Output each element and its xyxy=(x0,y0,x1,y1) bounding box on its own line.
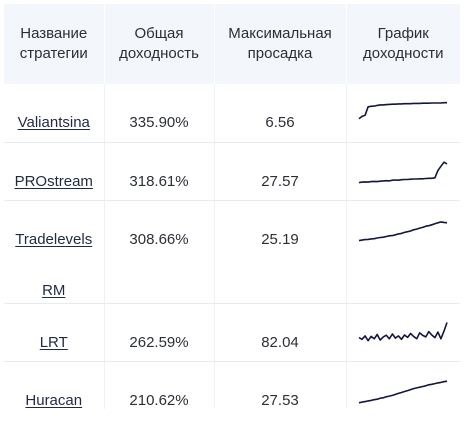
table-header-row: Название стратегии Общая доходность Макс… xyxy=(4,4,460,84)
header-return-chart-line1: График xyxy=(377,25,429,42)
strategy-link-lrt[interactable]: LRT xyxy=(39,334,68,351)
cell-strategy-name: Tradelevels RM xyxy=(4,200,105,304)
cell-max-drawdown: 27.57 xyxy=(214,142,347,201)
strategy-link-valiantsina[interactable]: Valiantsina xyxy=(17,114,90,131)
cell-total-return: 262.59% xyxy=(104,303,215,362)
cell-return-chart xyxy=(346,142,460,201)
total-return-value: 210.62% xyxy=(129,392,189,409)
sparkline-series xyxy=(359,161,448,184)
total-return-value: 335.90% xyxy=(129,114,189,131)
table-row: LRT 262.59% 82.04 xyxy=(4,303,460,362)
sparkline-chart xyxy=(358,101,448,120)
header-total-return-line2: доходность xyxy=(119,45,199,62)
sparkline-chart xyxy=(358,322,449,342)
max-drawdown-value: 6.56 xyxy=(265,114,295,131)
sparkline-series xyxy=(358,101,448,120)
cell-strategy-name: Valiantsina xyxy=(4,84,105,143)
total-return-value: 318.61% xyxy=(129,173,189,190)
header-total-return-line1: Общая xyxy=(134,25,184,42)
strategy-link-huracan[interactable]: Huracan xyxy=(25,392,83,409)
cell-strategy-name: Huracan xyxy=(4,361,105,409)
cell-max-drawdown: 82.04 xyxy=(214,303,347,362)
header-return-chart-line2: доходности xyxy=(363,45,444,62)
header-max-drawdown: Максимальная просадка xyxy=(214,4,347,84)
header-total-return: Общая доходность xyxy=(104,4,215,84)
cell-total-return: 210.62% xyxy=(104,361,215,409)
cell-return-chart xyxy=(346,84,460,143)
cell-max-drawdown: 25.19 xyxy=(214,200,347,304)
strategies-table-container: Название стратегии Общая доходность Макс… xyxy=(4,4,460,409)
header-max-drawdown-line1: Максимальная xyxy=(228,25,332,42)
cell-strategy-name: PROstream xyxy=(4,142,105,201)
table-row: Huracan 210.62% 27.53 xyxy=(4,361,460,409)
table-row: Valiantsina 335.90% 6.56 xyxy=(4,84,460,143)
sparkline-series xyxy=(359,221,448,242)
cell-return-chart xyxy=(346,200,460,304)
table-row: PROstream 318.61% 27.57 xyxy=(4,142,460,201)
max-drawdown-value: 82.04 xyxy=(261,334,299,351)
cell-strategy-name: LRT xyxy=(4,303,105,362)
cell-max-drawdown: 27.53 xyxy=(214,361,347,409)
total-return-value: 308.66% xyxy=(129,231,189,248)
cell-total-return: 318.61% xyxy=(104,142,215,201)
strategy-name-line2: RM xyxy=(42,282,66,299)
max-drawdown-value: 27.53 xyxy=(261,392,299,409)
strategies-table: Название стратегии Общая доходность Макс… xyxy=(4,4,460,409)
sparkline-chart xyxy=(359,380,448,404)
table-row: Tradelevels RM 308.66% 25.19 xyxy=(4,200,460,304)
max-drawdown-value: 27.57 xyxy=(261,173,299,190)
cell-max-drawdown: 6.56 xyxy=(214,84,347,143)
sparkline-chart xyxy=(359,221,448,242)
cell-total-return: 335.90% xyxy=(104,84,215,143)
cell-total-return: 308.66% xyxy=(104,200,215,304)
strategy-name-line1: Tradelevels xyxy=(15,231,93,248)
cell-return-chart xyxy=(346,303,460,362)
total-return-value: 262.59% xyxy=(129,334,189,351)
max-drawdown-value: 25.19 xyxy=(261,231,299,248)
sparkline-chart xyxy=(359,161,448,184)
strategy-link-tradelevels-rm[interactable]: Tradelevels RM xyxy=(4,231,104,301)
header-return-chart: График доходности xyxy=(346,4,460,84)
header-max-drawdown-line2: просадка xyxy=(247,45,313,62)
cell-return-chart xyxy=(346,361,460,409)
sparkline-series xyxy=(358,322,449,342)
sparkline-series xyxy=(359,380,448,404)
header-strategy-name-line1: Название xyxy=(20,25,88,42)
header-strategy-name-line2: стратегии xyxy=(19,45,88,62)
strategy-link-prostream[interactable]: PROstream xyxy=(14,173,93,190)
header-strategy-name: Название стратегии xyxy=(4,4,105,84)
